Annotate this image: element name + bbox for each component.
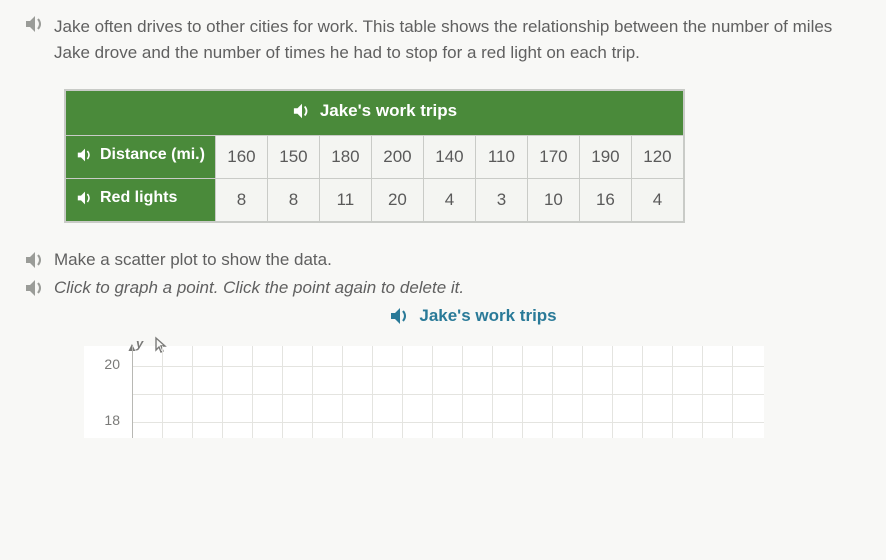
table-cell: 120 bbox=[631, 136, 683, 179]
table-cell: 20 bbox=[371, 179, 423, 222]
table-cell: 3 bbox=[475, 179, 527, 222]
intro-row: Jake often drives to other cities for wo… bbox=[24, 14, 862, 65]
grid-line-v bbox=[672, 346, 673, 438]
row-header-label: Red lights bbox=[100, 189, 177, 207]
intro-text: Jake often drives to other cities for wo… bbox=[54, 14, 862, 65]
audio-icon[interactable] bbox=[24, 278, 46, 298]
audio-icon[interactable] bbox=[76, 147, 94, 163]
grid-line-v bbox=[462, 346, 463, 438]
audio-icon[interactable] bbox=[292, 102, 312, 120]
table-row: Distance (mi.) 160 150 180 200 140 110 1… bbox=[66, 136, 684, 179]
table-title: Jake's work trips bbox=[320, 101, 457, 121]
grid-line-v bbox=[372, 346, 373, 438]
grid-line-v bbox=[552, 346, 553, 438]
grid-line-v bbox=[582, 346, 583, 438]
table-cell: 180 bbox=[319, 136, 371, 179]
table-cell: 4 bbox=[631, 179, 683, 222]
table-cell: 190 bbox=[579, 136, 631, 179]
row-header-label: Distance (mi.) bbox=[100, 146, 205, 164]
row-header-redlights: Red lights bbox=[66, 179, 216, 222]
grid-line-h bbox=[132, 394, 764, 395]
y-axis-label: y bbox=[136, 336, 143, 351]
pointer-cursor-icon bbox=[150, 336, 168, 361]
audio-icon[interactable] bbox=[24, 250, 46, 270]
grid-line-v bbox=[732, 346, 733, 438]
table-title-cell: Jake's work trips bbox=[66, 91, 684, 136]
grid-line-v bbox=[282, 346, 283, 438]
audio-icon[interactable] bbox=[389, 306, 411, 326]
table-cell: 10 bbox=[527, 179, 579, 222]
y-tick-label: 18 bbox=[84, 412, 120, 428]
grid-line-v bbox=[192, 346, 193, 438]
table-cell: 200 bbox=[371, 136, 423, 179]
instruction-text: Click to graph a point. Click the point … bbox=[54, 278, 464, 298]
row-header-distance: Distance (mi.) bbox=[66, 136, 216, 179]
grid-line-v bbox=[162, 346, 163, 438]
y-tick-label: 20 bbox=[84, 356, 120, 372]
instruction-row: Make a scatter plot to show the data. bbox=[24, 250, 862, 270]
grid-line-v bbox=[312, 346, 313, 438]
grid-line-h bbox=[132, 366, 764, 367]
grid-line-v bbox=[342, 346, 343, 438]
grid-line-v bbox=[222, 346, 223, 438]
data-table: Jake's work trips Distance (mi.) 160 150 bbox=[64, 89, 685, 223]
grid-line-h bbox=[132, 422, 764, 423]
instruction-text: Make a scatter plot to show the data. bbox=[54, 250, 332, 270]
table-cell: 4 bbox=[423, 179, 475, 222]
scatter-plot-area[interactable]: ▲ y 2018 bbox=[84, 346, 764, 438]
grid-line-v bbox=[702, 346, 703, 438]
y-axis-line bbox=[132, 346, 133, 438]
chart-title: Jake's work trips bbox=[419, 306, 556, 326]
grid-line-v bbox=[402, 346, 403, 438]
table-cell: 160 bbox=[215, 136, 267, 179]
audio-icon[interactable] bbox=[24, 14, 46, 34]
table-cell: 8 bbox=[215, 179, 267, 222]
table-cell: 140 bbox=[423, 136, 475, 179]
instruction-row: Click to graph a point. Click the point … bbox=[24, 278, 862, 298]
audio-icon[interactable] bbox=[76, 190, 94, 206]
grid-line-v bbox=[252, 346, 253, 438]
grid-line-v bbox=[612, 346, 613, 438]
table-cell: 110 bbox=[475, 136, 527, 179]
table-cell: 8 bbox=[267, 179, 319, 222]
table-cell: 170 bbox=[527, 136, 579, 179]
grid-line-v bbox=[432, 346, 433, 438]
table-cell: 16 bbox=[579, 179, 631, 222]
grid-line-v bbox=[642, 346, 643, 438]
table-row: Red lights 8 8 11 20 4 3 10 16 4 bbox=[66, 179, 684, 222]
table-cell: 150 bbox=[267, 136, 319, 179]
table-cell: 11 bbox=[319, 179, 371, 222]
grid-line-v bbox=[492, 346, 493, 438]
chart-title-row: Jake's work trips bbox=[84, 306, 862, 326]
grid-line-v bbox=[522, 346, 523, 438]
